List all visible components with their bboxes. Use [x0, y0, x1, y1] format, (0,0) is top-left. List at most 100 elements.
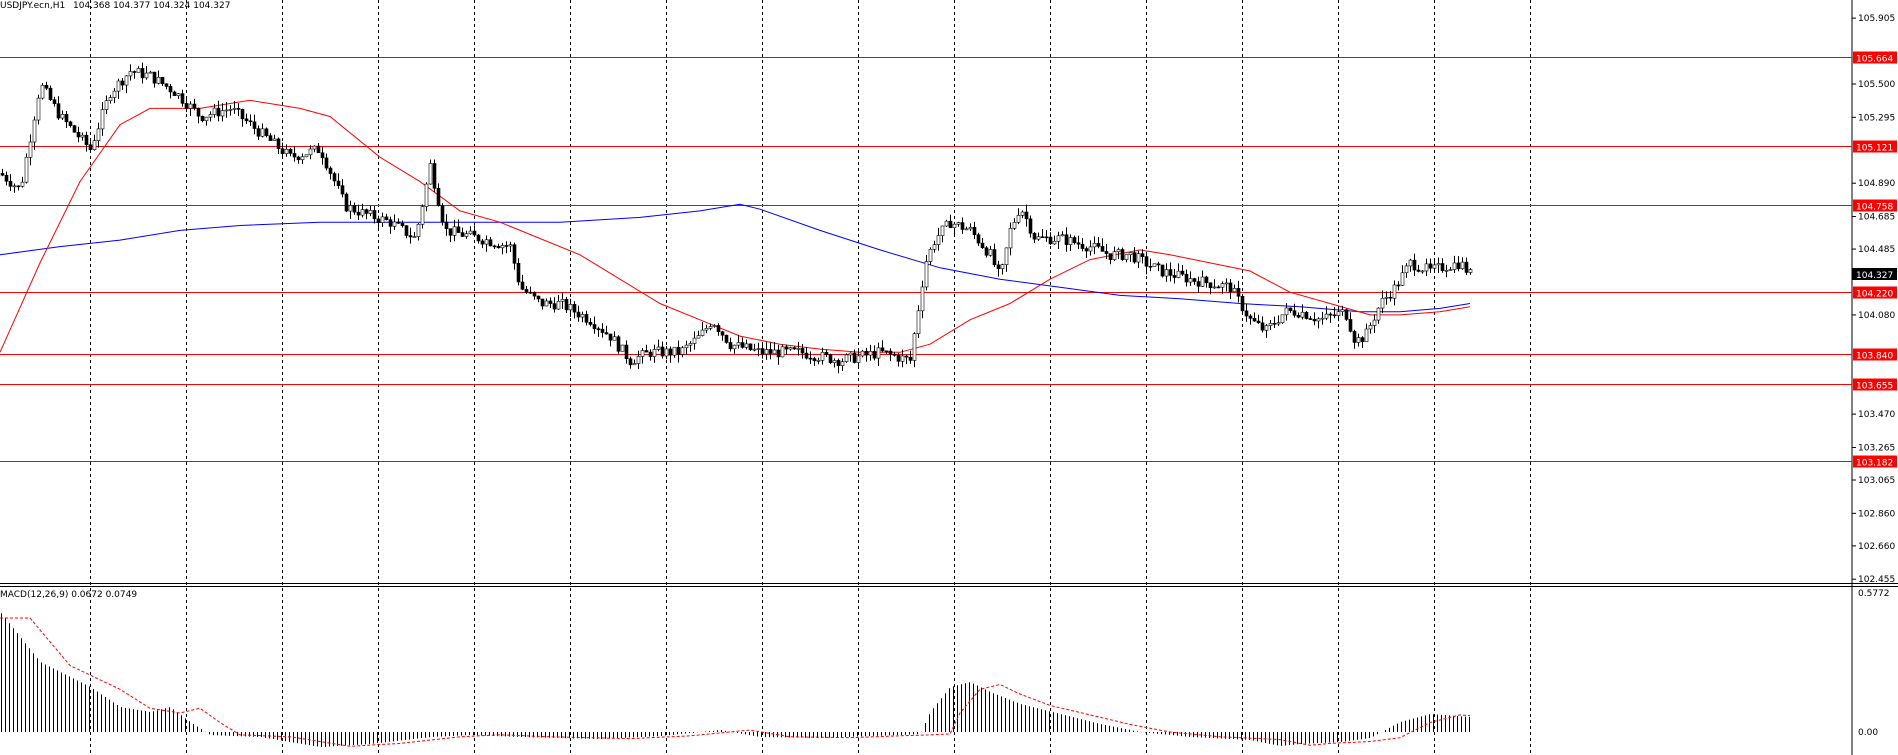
- candle-body: [536, 295, 541, 300]
- candle-body: [216, 107, 221, 117]
- candle-body: [700, 329, 705, 336]
- candle-body: [8, 180, 13, 187]
- price-axis-label: 105.295: [1858, 113, 1895, 123]
- candle-body: [932, 244, 937, 250]
- candle-body: [1088, 246, 1093, 252]
- candle-body: [500, 245, 505, 249]
- candle-body: [496, 246, 501, 249]
- candle-body: [1144, 256, 1149, 267]
- candle-body: [1204, 276, 1209, 284]
- candle-body: [1400, 272, 1405, 286]
- candle-body: [16, 185, 21, 188]
- candle-body: [664, 348, 669, 357]
- candle-body: [648, 351, 653, 357]
- candle-body: [516, 262, 521, 283]
- candle-body: [152, 71, 157, 84]
- candle-body: [0, 173, 5, 176]
- level-price-tag: 103.840: [1856, 352, 1893, 362]
- candle-body: [416, 223, 421, 237]
- candle-body: [1312, 318, 1317, 322]
- candle-body: [236, 108, 241, 110]
- candle-body: [364, 209, 369, 214]
- candle-body: [704, 327, 709, 331]
- candle-body: [1256, 320, 1261, 324]
- candle-body: [1448, 269, 1453, 271]
- candle-body: [224, 109, 229, 112]
- candle-body: [632, 363, 637, 366]
- candle-body: [332, 173, 337, 182]
- price-axis-label: 104.685: [1858, 213, 1895, 223]
- candle-body: [1392, 284, 1397, 299]
- candle-body: [552, 303, 557, 310]
- candle-body: [212, 107, 217, 115]
- candle-body: [436, 188, 441, 206]
- candle-body: [572, 304, 577, 313]
- candle-body: [836, 360, 841, 367]
- candle-body: [300, 156, 305, 161]
- candle-body: [1060, 234, 1065, 237]
- candle-body: [120, 80, 125, 86]
- candle-body: [1260, 322, 1265, 331]
- candle-body: [200, 115, 205, 122]
- candle-body: [520, 281, 525, 290]
- candle-body: [1100, 246, 1105, 252]
- candle-body: [1264, 325, 1269, 331]
- candle-body: [60, 114, 65, 119]
- candle-body: [1136, 253, 1141, 263]
- candle-body: [912, 333, 917, 361]
- candle-body: [1284, 307, 1289, 316]
- level-price-tag: 104.220: [1856, 290, 1893, 300]
- candle-body: [508, 244, 513, 247]
- candle-body: [1040, 236, 1045, 239]
- candle-body: [1016, 215, 1021, 223]
- price-axis-label: 103.065: [1858, 476, 1895, 486]
- candle-body: [1172, 275, 1177, 278]
- price-axis-label: 102.455: [1858, 575, 1895, 585]
- candle-body: [1008, 228, 1013, 249]
- candle-body: [1468, 269, 1473, 273]
- candle-body: [944, 220, 949, 227]
- candle-body: [392, 221, 397, 227]
- candle-body: [164, 83, 169, 87]
- candle-body: [1108, 253, 1113, 260]
- candle-body: [440, 205, 445, 223]
- candle-body: [1420, 270, 1425, 273]
- candle-body: [192, 103, 197, 109]
- candle-body: [28, 141, 33, 158]
- candle-body: [460, 232, 465, 237]
- candle-body: [1140, 253, 1145, 257]
- candle-body: [872, 351, 877, 359]
- candle-body: [848, 352, 853, 356]
- candle-body: [1440, 263, 1445, 271]
- level-tag-background: [1853, 199, 1897, 212]
- candle-body: [1164, 269, 1169, 277]
- candle-body: [1452, 262, 1457, 270]
- candle-body: [1188, 278, 1193, 283]
- candle-body: [276, 138, 281, 149]
- candle-body: [712, 325, 717, 327]
- candle-body: [964, 228, 969, 231]
- candle-body: [748, 343, 753, 351]
- candle-body: [588, 321, 593, 325]
- candle-body: [52, 99, 57, 104]
- candle-body: [432, 163, 437, 189]
- candle-body: [1376, 307, 1381, 321]
- candle-body: [176, 93, 181, 96]
- candle-body: [1004, 247, 1009, 265]
- candle-body: [888, 350, 893, 355]
- candle-body: [660, 346, 665, 357]
- candle-body: [656, 346, 661, 350]
- candle-body: [464, 233, 469, 237]
- candle-body: [976, 234, 981, 244]
- candle-body: [1056, 235, 1061, 242]
- candle-body: [88, 144, 93, 150]
- candle-body: [528, 291, 533, 294]
- candle-body: [96, 128, 101, 141]
- candle-body: [560, 299, 565, 302]
- candle-body: [1316, 318, 1321, 322]
- candle-body: [1324, 313, 1329, 319]
- candle-body: [756, 348, 761, 350]
- candle-body: [1240, 295, 1245, 312]
- candle-body: [1356, 337, 1361, 343]
